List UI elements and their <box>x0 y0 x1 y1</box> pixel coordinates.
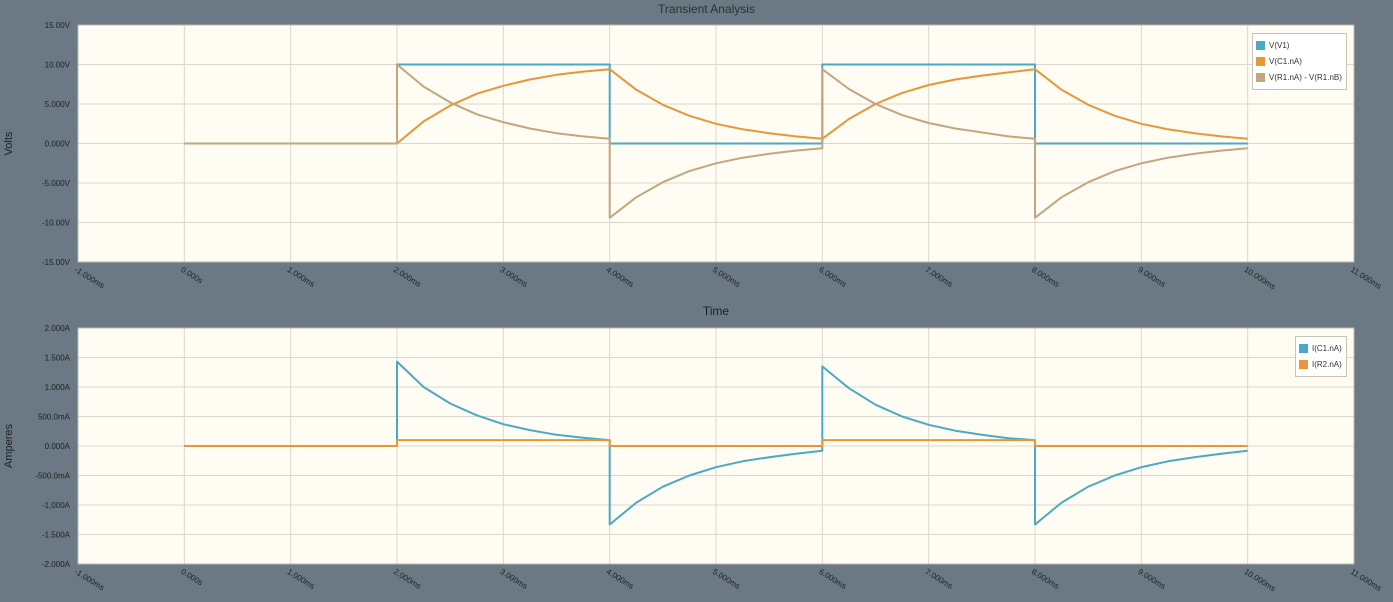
y-tick-label: 500.0mA <box>38 413 71 422</box>
series-line-i-c1-na- <box>184 360 1248 526</box>
y-tick-label: 10.00V <box>45 61 71 70</box>
plot-frame <box>77 327 1355 565</box>
y-tick-label: 15.00V <box>45 21 71 30</box>
legend-item: I(R2.nA) <box>1299 358 1342 371</box>
x-tick-label: 9.000ms <box>1136 567 1167 591</box>
x-tick-label: 6.000ms <box>817 265 848 289</box>
x-tick-label: 8.000ms <box>1030 567 1061 591</box>
legend-label: V(R1.nA) - V(R1.nB) <box>1269 73 1342 82</box>
x-tick-label: 6.000ms <box>817 567 848 591</box>
y-tick-label: -500.0mA <box>35 472 70 481</box>
legend-item: V(V1) <box>1256 39 1342 52</box>
y-axis-label: Amperes <box>3 423 15 468</box>
legend-item: I(C1.nA) <box>1299 342 1342 355</box>
legend-label: I(R2.nA) <box>1312 360 1342 369</box>
x-tick-label: -1.000ms <box>73 265 106 290</box>
legend-swatch <box>1299 360 1308 369</box>
y-tick-label: 5.000V <box>45 100 71 109</box>
x-tick-label: 3.000ms <box>498 567 529 591</box>
plot-frame <box>77 24 1355 263</box>
y-tick-label: 1.000A <box>45 383 71 392</box>
x-tick-label: 11.000ms <box>1349 567 1383 593</box>
legend-label: I(C1.nA) <box>1312 344 1342 353</box>
x-tick-label: 0.000s <box>179 265 204 285</box>
x-tick-label: 4.000ms <box>605 567 636 591</box>
series-line-i-r2-na- <box>184 439 1248 447</box>
series-line-v-c1-na- <box>184 68 1248 145</box>
y-axis-label: Volts <box>3 131 15 155</box>
legend-swatch <box>1256 73 1265 82</box>
x-tick-label: 1.000ms <box>286 567 317 591</box>
y-tick-label: -1.000A <box>42 501 71 510</box>
legend-label: V(V1) <box>1269 41 1290 50</box>
page-title: Transient Analysis <box>658 2 755 16</box>
y-tick-label: 2.000A <box>45 324 71 333</box>
x-tick-label: 5.000ms <box>711 265 742 289</box>
amperes-legend: I(C1.nA) I(R2.nA) <box>1295 336 1347 377</box>
x-tick-label: 9.000ms <box>1136 265 1167 289</box>
x-tick-label: 10.000ms <box>1243 567 1278 593</box>
x-tick-label: 7.000ms <box>924 265 955 289</box>
y-tick-label: 0.000A <box>45 442 71 451</box>
x-tick-label: 3.000ms <box>498 265 529 289</box>
y-tick-label: -5.000V <box>42 179 71 188</box>
y-tick-label: 1.500A <box>45 354 71 363</box>
x-tick-label: 10.000ms <box>1243 265 1278 291</box>
x-tick-label: 4.000ms <box>605 265 636 289</box>
chart-panel-0: -1.000ms 0.000s 1.000ms 2.000ms 3.000ms 4.000… <box>3 21 1383 291</box>
y-tick-label: -1.500A <box>42 531 71 540</box>
legend-item: V(R1.nA) - V(R1.nB) <box>1256 71 1342 84</box>
x-tick-label: 5.000ms <box>711 567 742 591</box>
x-tick-label: 1.000ms <box>286 265 317 289</box>
x-tick-label: 2.000ms <box>392 265 423 289</box>
volts-legend: V(V1) V(C1.nA) V(R1.nA) - V(R1.nB) <box>1252 33 1347 90</box>
series-line-v-r1-na-v-r1-nb- <box>184 63 1248 219</box>
x-tick-label: 11.000ms <box>1349 265 1383 291</box>
legend-swatch <box>1256 41 1265 50</box>
y-tick-label: -15.00V <box>42 258 71 267</box>
x-tick-label: 8.000ms <box>1030 265 1061 289</box>
x-tick-label: 7.000ms <box>924 567 955 591</box>
chart-panel-1: -1.000ms 0.000s 1.000ms 2.000ms 3.000ms 4.000… <box>3 324 1383 593</box>
legend-item: V(C1.nA) <box>1256 55 1342 68</box>
y-tick-label: 0.000V <box>45 140 71 149</box>
legend-label: V(C1.nA) <box>1269 57 1302 66</box>
x-tick-label: -1.000ms <box>73 567 106 592</box>
legend-swatch <box>1256 57 1265 66</box>
y-tick-label: -10.00V <box>42 219 71 228</box>
x-tick-label: 2.000ms <box>392 567 423 591</box>
legend-swatch <box>1299 344 1308 353</box>
x-tick-label: 0.000s <box>179 567 204 587</box>
x-axis-label: Time <box>703 304 730 318</box>
y-tick-label: -2.000A <box>42 560 71 569</box>
